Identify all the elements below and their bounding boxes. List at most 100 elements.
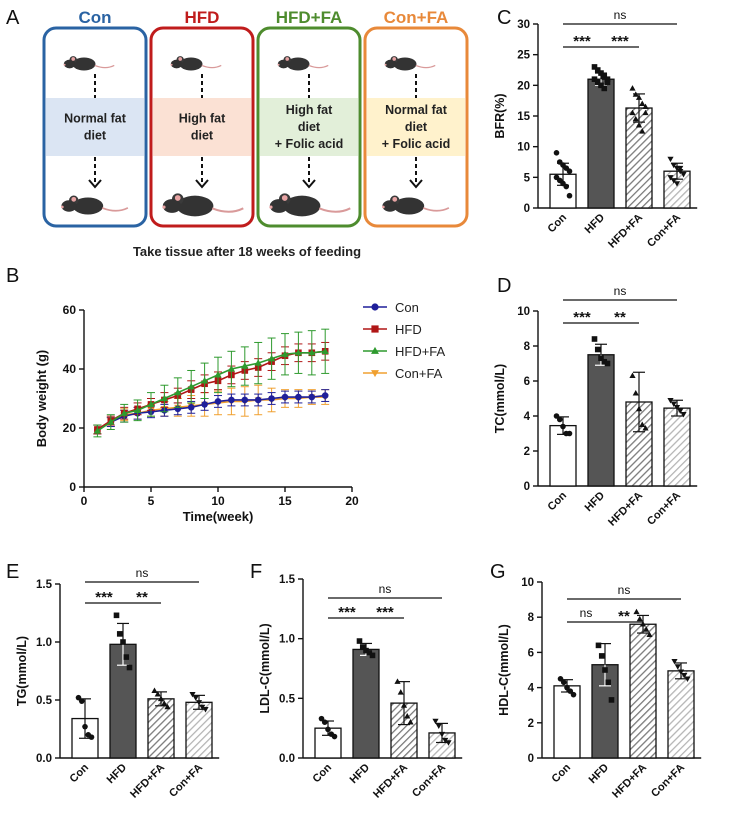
mouse-icon bbox=[277, 56, 329, 71]
data-point bbox=[107, 418, 115, 425]
arrow-head-icon bbox=[302, 179, 316, 189]
data-point bbox=[601, 85, 608, 92]
mouse-icon bbox=[269, 193, 351, 217]
significance-label: *** bbox=[573, 33, 591, 50]
data-point bbox=[608, 697, 615, 703]
panel-label-g: G bbox=[490, 561, 506, 583]
panel-label-a: A bbox=[6, 7, 20, 29]
data-point bbox=[281, 350, 289, 357]
y-axis-label: LDL-C(mmol/L) bbox=[258, 623, 272, 713]
y-tick-label: 25 bbox=[517, 50, 530, 62]
data-point bbox=[635, 94, 643, 100]
data-point bbox=[591, 64, 598, 70]
y-tick-label: 0 bbox=[524, 481, 530, 493]
data-point bbox=[635, 121, 643, 128]
data-point bbox=[151, 687, 158, 693]
data-point bbox=[281, 393, 289, 401]
data-point bbox=[294, 348, 303, 356]
data-point bbox=[639, 128, 646, 134]
bar bbox=[553, 685, 581, 759]
diet-text: Normal fat bbox=[64, 112, 127, 126]
legend-label: Con+FA bbox=[395, 366, 443, 381]
data-point bbox=[598, 355, 604, 362]
data-point bbox=[556, 416, 563, 423]
mouse-tail bbox=[422, 207, 450, 212]
y-tick-label: 15 bbox=[517, 111, 530, 123]
data-point bbox=[570, 691, 577, 698]
y-tick-label: 6 bbox=[528, 647, 534, 659]
panel-label-d: D bbox=[497, 275, 511, 297]
legend-label: Con bbox=[395, 300, 419, 315]
data-point bbox=[677, 408, 684, 414]
x-tick-label: 15 bbox=[278, 494, 292, 508]
mouse-ear-inner bbox=[71, 196, 77, 202]
data-point bbox=[189, 691, 196, 698]
significance-label: *** bbox=[376, 604, 394, 621]
data-point bbox=[598, 70, 604, 76]
diagram-caption: Take tissue after 18 weeks of feeding bbox=[133, 244, 361, 259]
y-tick-label: 0.5 bbox=[279, 693, 296, 705]
bar bbox=[185, 701, 213, 759]
category-label: HFD bbox=[105, 762, 130, 787]
y-tick-label: 1.0 bbox=[279, 634, 295, 646]
diet-text: diet bbox=[405, 120, 428, 134]
data-point bbox=[560, 423, 566, 430]
mouse-icon bbox=[170, 56, 222, 71]
mouse-nose bbox=[382, 205, 385, 209]
data-point bbox=[268, 395, 275, 402]
bar bbox=[352, 648, 380, 759]
data-point bbox=[604, 79, 611, 86]
data-point bbox=[116, 631, 123, 637]
data-point bbox=[241, 362, 249, 369]
data-point bbox=[639, 421, 646, 427]
y-tick-label: 0 bbox=[528, 753, 534, 765]
y-tick-label: 0.5 bbox=[36, 695, 53, 707]
mouse-ear-inner bbox=[281, 195, 288, 201]
data-point bbox=[564, 684, 570, 691]
data-point bbox=[680, 172, 687, 178]
mouse-body bbox=[393, 197, 425, 215]
mouse-head bbox=[382, 200, 398, 212]
diet-text: + Folic acid bbox=[382, 137, 450, 151]
data-point bbox=[366, 650, 373, 656]
significance-label: *** bbox=[611, 33, 629, 50]
bar bbox=[663, 407, 691, 487]
x-tick-label: 0 bbox=[81, 494, 88, 508]
legend-marker bbox=[371, 325, 379, 333]
y-tick-label: 30 bbox=[517, 19, 530, 31]
data-point bbox=[566, 192, 573, 199]
series-3 bbox=[93, 384, 330, 435]
category-label: HFD+FA bbox=[610, 762, 649, 801]
mouse-icon bbox=[384, 56, 436, 71]
data-point bbox=[147, 400, 155, 408]
y-axis-label: TC(mmol/L) bbox=[493, 364, 507, 433]
data-point bbox=[594, 79, 601, 86]
series-line bbox=[97, 396, 326, 431]
y-tick-label: 8 bbox=[528, 612, 535, 624]
data-point bbox=[88, 734, 95, 740]
data-point bbox=[680, 412, 687, 418]
data-point bbox=[154, 690, 161, 697]
significance-label: *** bbox=[338, 604, 356, 621]
data-point bbox=[670, 178, 677, 184]
data-point bbox=[363, 647, 369, 654]
group-title-2: HFD+FA bbox=[276, 8, 343, 27]
significance-label: ns bbox=[136, 566, 149, 580]
panel-label-e: E bbox=[6, 561, 19, 583]
y-axis-label: Body weight (g) bbox=[34, 350, 49, 448]
data-point bbox=[681, 673, 688, 679]
data-point bbox=[671, 658, 678, 665]
significance-label: *** bbox=[95, 589, 113, 606]
data-point bbox=[567, 688, 574, 694]
y-tick-label: 1.0 bbox=[36, 637, 52, 649]
mouse-head bbox=[269, 199, 289, 213]
data-point bbox=[553, 150, 560, 156]
data-point bbox=[632, 390, 639, 396]
y-axis-label: HDL-C(mmol/L) bbox=[497, 624, 511, 716]
data-point bbox=[325, 726, 331, 733]
data-point bbox=[295, 393, 302, 401]
data-point bbox=[560, 679, 567, 686]
category-label: Con+FA bbox=[649, 762, 687, 800]
y-tick-label: 0.0 bbox=[279, 753, 295, 765]
